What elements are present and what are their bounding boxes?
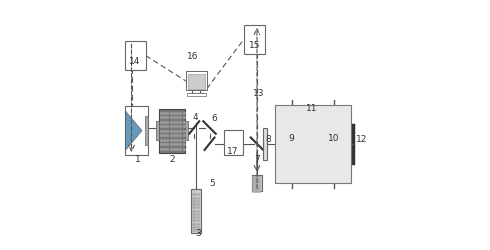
Bar [187, 92, 206, 96]
Text: 5: 5 [209, 179, 215, 188]
Text: 8: 8 [265, 136, 271, 144]
Text: 17: 17 [227, 147, 239, 156]
Bar [124, 106, 148, 155]
Text: 14: 14 [129, 57, 141, 66]
Bar [224, 130, 243, 155]
Bar [188, 74, 204, 88]
Bar [185, 121, 188, 140]
Bar [274, 105, 351, 182]
Text: 16: 16 [187, 52, 198, 61]
Text: 1: 1 [135, 156, 141, 164]
Bar [155, 121, 159, 140]
Bar [159, 109, 185, 152]
Text: 15: 15 [248, 40, 260, 50]
Bar [145, 116, 148, 145]
Text: 10: 10 [328, 134, 340, 143]
Text: 12: 12 [356, 136, 368, 144]
Bar [191, 189, 201, 232]
Text: 9: 9 [289, 134, 294, 143]
Bar [186, 71, 207, 90]
Text: 3: 3 [196, 229, 201, 238]
Bar [252, 175, 262, 191]
Text: 7: 7 [254, 156, 260, 164]
Polygon shape [126, 111, 142, 150]
Text: 2: 2 [169, 156, 174, 164]
Text: 11: 11 [306, 104, 318, 113]
Bar [263, 128, 267, 160]
Bar [244, 25, 265, 54]
Text: 6: 6 [211, 114, 217, 123]
Text: 13: 13 [253, 89, 265, 98]
Text: 4: 4 [193, 113, 198, 122]
Bar [124, 41, 146, 70]
